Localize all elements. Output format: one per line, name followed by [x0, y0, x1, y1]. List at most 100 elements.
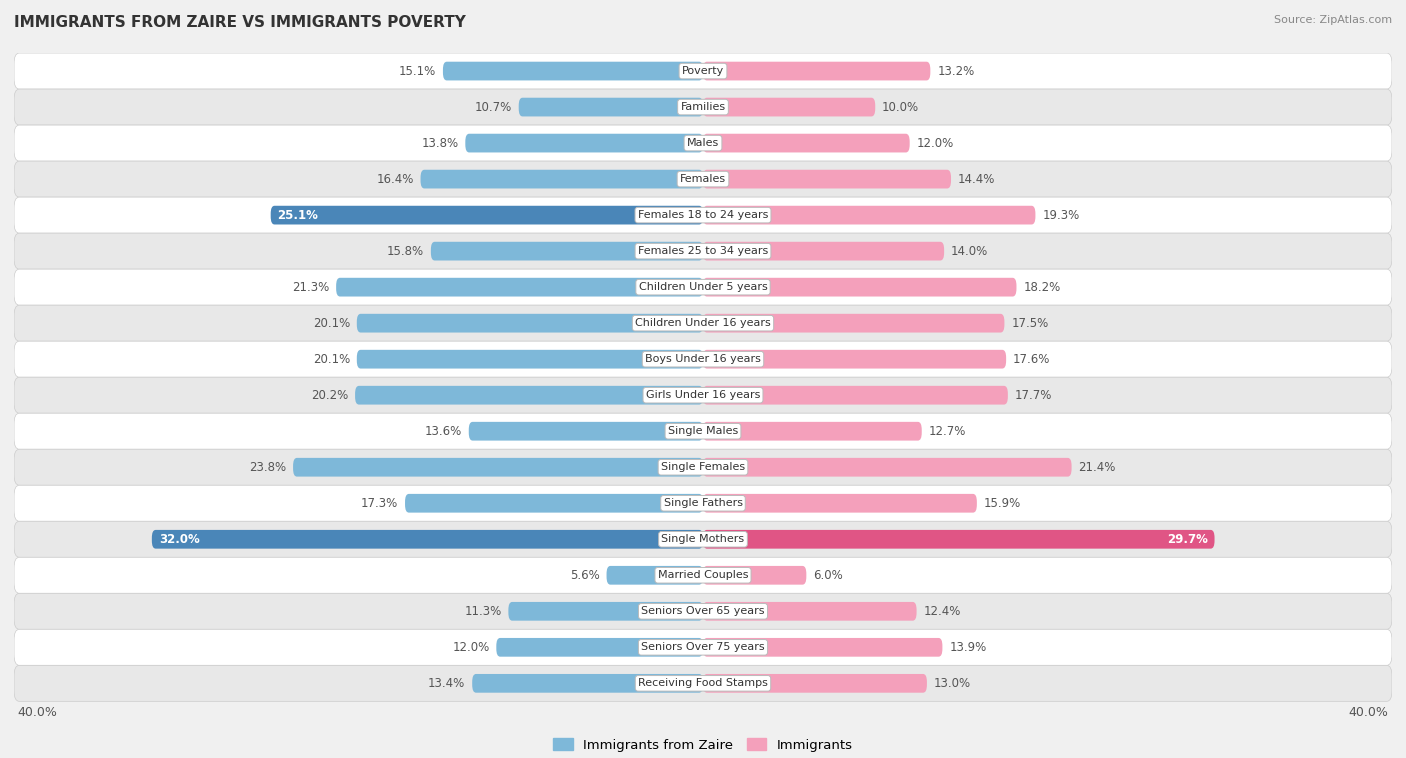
- FancyBboxPatch shape: [703, 314, 1004, 333]
- Text: 21.3%: 21.3%: [292, 280, 329, 293]
- Text: Families: Families: [681, 102, 725, 112]
- Text: Females 25 to 34 years: Females 25 to 34 years: [638, 246, 768, 256]
- Text: 16.4%: 16.4%: [377, 173, 413, 186]
- FancyBboxPatch shape: [14, 197, 1392, 233]
- Text: Receiving Food Stamps: Receiving Food Stamps: [638, 678, 768, 688]
- Text: Females 18 to 24 years: Females 18 to 24 years: [638, 210, 768, 220]
- FancyBboxPatch shape: [14, 413, 1392, 449]
- FancyBboxPatch shape: [703, 422, 922, 440]
- Text: 12.0%: 12.0%: [453, 641, 489, 654]
- Text: Children Under 5 years: Children Under 5 years: [638, 282, 768, 292]
- Text: Married Couples: Married Couples: [658, 570, 748, 581]
- FancyBboxPatch shape: [703, 350, 1007, 368]
- Text: 40.0%: 40.0%: [17, 706, 58, 719]
- FancyBboxPatch shape: [152, 530, 703, 549]
- Text: Boys Under 16 years: Boys Under 16 years: [645, 354, 761, 364]
- Text: 5.6%: 5.6%: [569, 568, 599, 582]
- Text: 20.2%: 20.2%: [311, 389, 349, 402]
- Text: 13.4%: 13.4%: [427, 677, 465, 690]
- FancyBboxPatch shape: [703, 205, 1035, 224]
- FancyBboxPatch shape: [336, 277, 703, 296]
- FancyBboxPatch shape: [703, 566, 807, 584]
- Text: 12.0%: 12.0%: [917, 136, 953, 149]
- FancyBboxPatch shape: [14, 161, 1392, 197]
- Text: Girls Under 16 years: Girls Under 16 years: [645, 390, 761, 400]
- Text: 12.7%: 12.7%: [928, 424, 966, 437]
- FancyBboxPatch shape: [519, 98, 703, 117]
- Text: 14.4%: 14.4%: [957, 173, 995, 186]
- FancyBboxPatch shape: [465, 133, 703, 152]
- FancyBboxPatch shape: [703, 277, 1017, 296]
- FancyBboxPatch shape: [703, 458, 1071, 477]
- FancyBboxPatch shape: [14, 522, 1392, 557]
- FancyBboxPatch shape: [357, 350, 703, 368]
- Text: Poverty: Poverty: [682, 66, 724, 76]
- Text: 17.6%: 17.6%: [1012, 352, 1050, 365]
- Text: Seniors Over 65 years: Seniors Over 65 years: [641, 606, 765, 616]
- FancyBboxPatch shape: [14, 53, 1392, 89]
- Text: Seniors Over 75 years: Seniors Over 75 years: [641, 642, 765, 653]
- Text: Source: ZipAtlas.com: Source: ZipAtlas.com: [1274, 15, 1392, 25]
- Text: 13.6%: 13.6%: [425, 424, 461, 437]
- Text: 19.3%: 19.3%: [1042, 208, 1080, 221]
- Text: 17.5%: 17.5%: [1011, 317, 1049, 330]
- Text: 25.1%: 25.1%: [277, 208, 318, 221]
- Text: 13.9%: 13.9%: [949, 641, 987, 654]
- FancyBboxPatch shape: [14, 666, 1392, 701]
- Text: 18.2%: 18.2%: [1024, 280, 1060, 293]
- FancyBboxPatch shape: [271, 205, 703, 224]
- FancyBboxPatch shape: [703, 530, 1215, 549]
- Text: 13.2%: 13.2%: [938, 64, 974, 77]
- Text: Single Females: Single Females: [661, 462, 745, 472]
- FancyBboxPatch shape: [509, 602, 703, 621]
- Text: 21.4%: 21.4%: [1078, 461, 1116, 474]
- Text: 20.1%: 20.1%: [312, 317, 350, 330]
- FancyBboxPatch shape: [472, 674, 703, 693]
- Text: IMMIGRANTS FROM ZAIRE VS IMMIGRANTS POVERTY: IMMIGRANTS FROM ZAIRE VS IMMIGRANTS POVE…: [14, 15, 465, 30]
- FancyBboxPatch shape: [703, 170, 950, 189]
- Text: 29.7%: 29.7%: [1167, 533, 1208, 546]
- FancyBboxPatch shape: [14, 89, 1392, 125]
- Text: Children Under 16 years: Children Under 16 years: [636, 318, 770, 328]
- Text: Males: Males: [688, 138, 718, 148]
- FancyBboxPatch shape: [14, 557, 1392, 594]
- FancyBboxPatch shape: [420, 170, 703, 189]
- FancyBboxPatch shape: [703, 674, 927, 693]
- Text: Single Males: Single Males: [668, 426, 738, 436]
- FancyBboxPatch shape: [468, 422, 703, 440]
- Text: 13.8%: 13.8%: [422, 136, 458, 149]
- FancyBboxPatch shape: [703, 602, 917, 621]
- FancyBboxPatch shape: [430, 242, 703, 261]
- FancyBboxPatch shape: [357, 314, 703, 333]
- FancyBboxPatch shape: [703, 61, 931, 80]
- Text: 13.0%: 13.0%: [934, 677, 972, 690]
- FancyBboxPatch shape: [14, 233, 1392, 269]
- Text: 40.0%: 40.0%: [1348, 706, 1389, 719]
- Text: 32.0%: 32.0%: [159, 533, 200, 546]
- FancyBboxPatch shape: [292, 458, 703, 477]
- FancyBboxPatch shape: [14, 449, 1392, 485]
- Text: 15.1%: 15.1%: [399, 64, 436, 77]
- FancyBboxPatch shape: [443, 61, 703, 80]
- FancyBboxPatch shape: [405, 494, 703, 512]
- FancyBboxPatch shape: [14, 341, 1392, 377]
- Text: 17.7%: 17.7%: [1015, 389, 1052, 402]
- FancyBboxPatch shape: [14, 629, 1392, 666]
- FancyBboxPatch shape: [14, 594, 1392, 629]
- FancyBboxPatch shape: [703, 133, 910, 152]
- FancyBboxPatch shape: [496, 638, 703, 656]
- FancyBboxPatch shape: [14, 269, 1392, 305]
- Text: 6.0%: 6.0%: [813, 568, 844, 582]
- Text: 15.9%: 15.9%: [984, 496, 1021, 509]
- Text: 23.8%: 23.8%: [249, 461, 287, 474]
- FancyBboxPatch shape: [703, 386, 1008, 405]
- Text: Single Fathers: Single Fathers: [664, 498, 742, 509]
- Text: 17.3%: 17.3%: [361, 496, 398, 509]
- Text: Females: Females: [681, 174, 725, 184]
- Text: 10.7%: 10.7%: [475, 101, 512, 114]
- FancyBboxPatch shape: [703, 638, 942, 656]
- FancyBboxPatch shape: [14, 485, 1392, 522]
- Text: 12.4%: 12.4%: [924, 605, 960, 618]
- Text: 11.3%: 11.3%: [464, 605, 502, 618]
- FancyBboxPatch shape: [14, 305, 1392, 341]
